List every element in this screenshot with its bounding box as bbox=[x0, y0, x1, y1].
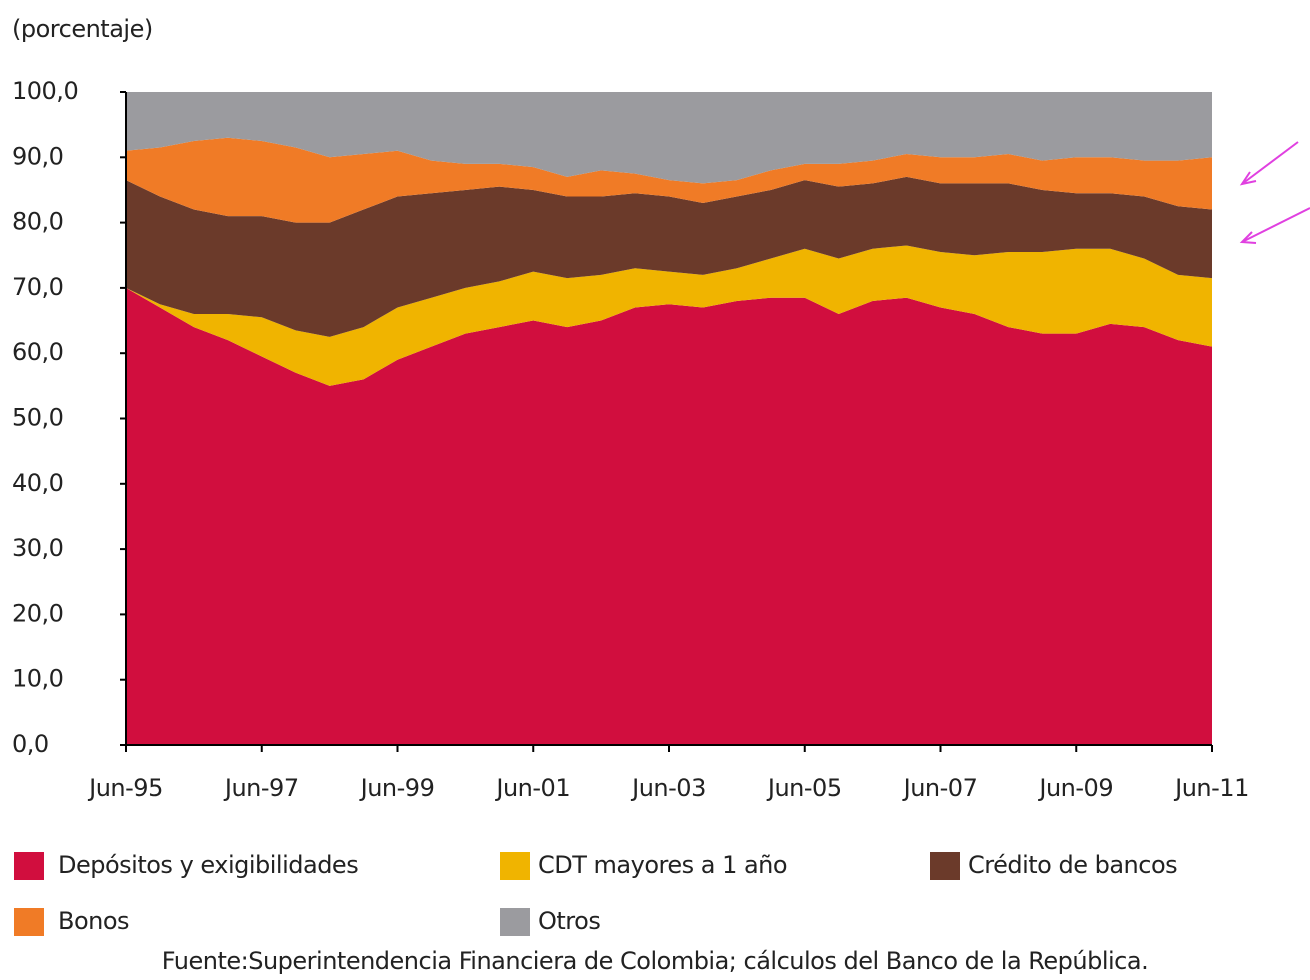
legend-swatch bbox=[500, 908, 530, 936]
y-tick-label: 10,0 bbox=[12, 665, 63, 693]
y-tick-label: 80,0 bbox=[12, 208, 63, 236]
y-tick-label: 0,0 bbox=[12, 730, 49, 758]
legend-swatch bbox=[14, 908, 44, 936]
y-tick-label: 50,0 bbox=[12, 404, 63, 432]
y-tick-label: 90,0 bbox=[12, 142, 63, 170]
legend-label: Otros bbox=[538, 907, 600, 935]
area bbox=[126, 245, 1212, 386]
legend-swatch bbox=[930, 852, 960, 880]
x-tick-label: Jun-97 bbox=[223, 774, 299, 802]
x-tick-label: Jun-99 bbox=[359, 774, 435, 802]
source: Fuente:Superintendencia Financiera de Co… bbox=[162, 947, 1148, 975]
x-tick-label: Jun-07 bbox=[902, 774, 978, 802]
x-tick-label: Jun-01 bbox=[494, 774, 570, 802]
x-tick-label: Jun-09 bbox=[1037, 774, 1113, 802]
subtitle: (porcentaje) bbox=[12, 15, 153, 43]
x-tick-label: Jun-05 bbox=[766, 774, 842, 802]
area bbox=[126, 176, 1212, 337]
annotation-arrows bbox=[1239, 141, 1310, 244]
legend-label: Depósitos y exigibilidades bbox=[58, 851, 358, 879]
x-tick-label: Jun-03 bbox=[630, 774, 706, 802]
y-tick-label: 30,0 bbox=[12, 534, 63, 562]
legend-swatch bbox=[14, 852, 44, 880]
legend-label: CDT mayores a 1 año bbox=[538, 851, 787, 879]
y-tick-label: 70,0 bbox=[12, 273, 63, 301]
legend-swatch bbox=[500, 852, 530, 880]
legend-label: Crédito de bancos bbox=[968, 851, 1177, 879]
legend-label: Bonos bbox=[58, 907, 129, 935]
y-tick-label: 60,0 bbox=[12, 338, 63, 366]
y-tick-label: 40,0 bbox=[12, 469, 63, 497]
area bbox=[126, 287, 1212, 745]
area bbox=[126, 92, 1212, 184]
x-tick-label: Jun-11 bbox=[1173, 774, 1249, 802]
x-tick-label: Jun-95 bbox=[87, 774, 163, 802]
y-tick-label: 100,0 bbox=[12, 77, 78, 105]
y-tick-label: 20,0 bbox=[12, 599, 63, 627]
